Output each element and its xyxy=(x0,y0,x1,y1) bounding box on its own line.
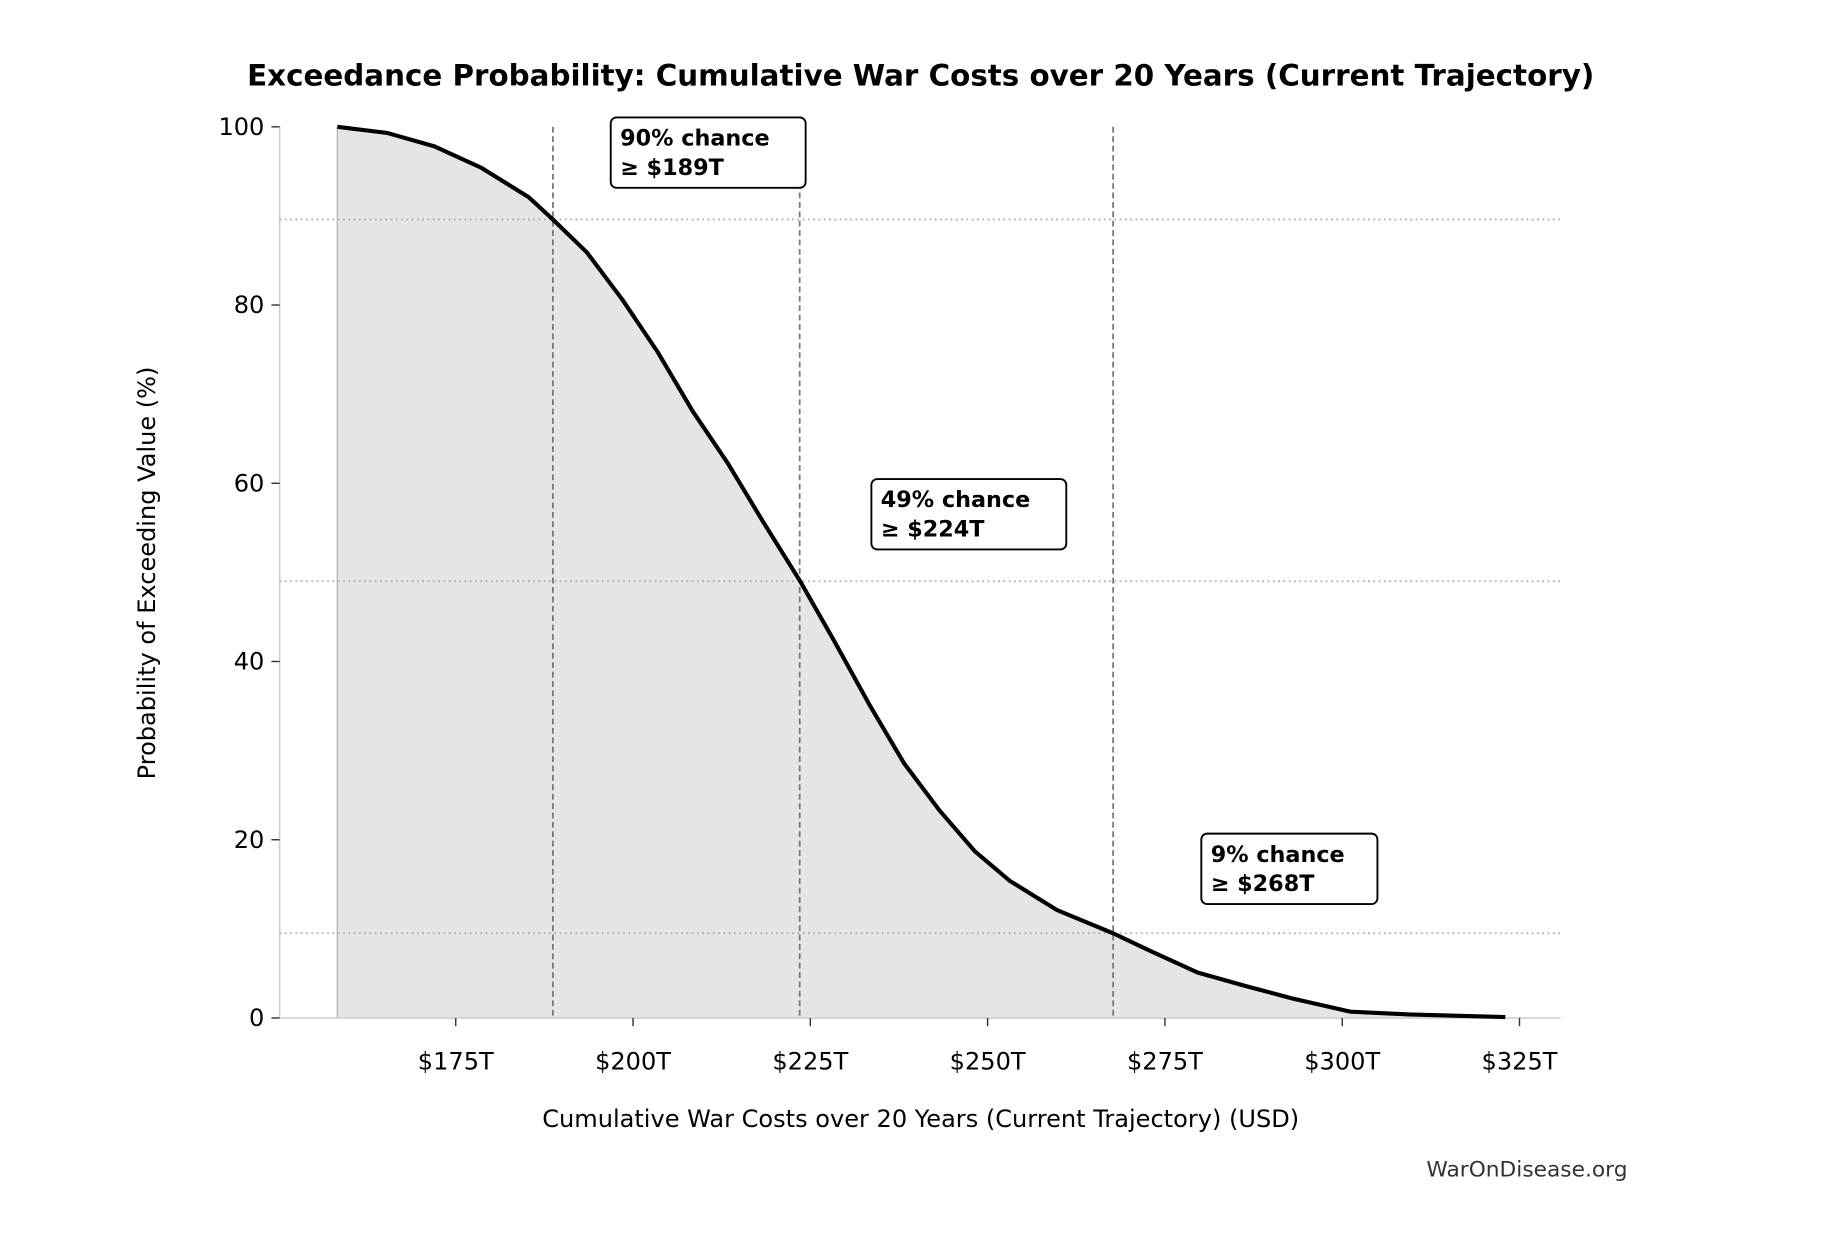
y-tick-label-5: 100 xyxy=(218,113,264,141)
annotation-line1: 49% chance xyxy=(881,487,1030,513)
x-tick-label-2: $225T xyxy=(772,1048,848,1076)
annotation-frame xyxy=(870,478,1068,551)
annotation-box-0: 90% chance ≥ $189T xyxy=(609,116,807,189)
annotation-line2: ≥ $224T xyxy=(881,517,986,543)
x-axis-label: Cumulative War Costs over 20 Years (Curr… xyxy=(542,1105,1299,1133)
annotation-line2: ≥ $189T xyxy=(620,155,725,181)
y-tick-label-3: 60 xyxy=(234,469,265,497)
exceedance-curve xyxy=(337,124,1506,1020)
annotation-frame xyxy=(1200,832,1379,906)
annotation-box-1: 49% chance ≥ $224T xyxy=(870,478,1068,551)
x-tick-label-5: $300T xyxy=(1304,1048,1380,1076)
annotation-box-2: 9% chance ≥ $268T xyxy=(1200,832,1379,906)
y-axis-label: Probability of Exceeding Value (%) xyxy=(133,367,161,780)
annotation-line2: ≥ $268T xyxy=(1211,871,1316,897)
chart-title: Exceedance Probability: Cumulative War C… xyxy=(247,59,1594,93)
y-tick-label-4: 80 xyxy=(234,291,265,319)
x-tick-label-3: $250T xyxy=(950,1048,1026,1076)
y-tick-label-0: 0 xyxy=(249,1004,264,1032)
annotation-frame xyxy=(609,116,807,189)
x-tick-label-0: $175T xyxy=(418,1048,494,1076)
y-tick-label-1: 20 xyxy=(234,826,265,854)
annotation-line1: 9% chance xyxy=(1211,842,1345,868)
y-tick-label-2: 40 xyxy=(234,648,265,676)
watermark: WarOnDisease.org xyxy=(1426,1157,1627,1182)
area-fill xyxy=(337,126,1506,1018)
x-tick-label-4: $275T xyxy=(1127,1048,1203,1076)
x-tick-label-6: $325T xyxy=(1482,1048,1558,1076)
x-tick-label-1: $200T xyxy=(595,1048,671,1076)
annotation-line1: 90% chance xyxy=(620,126,769,152)
